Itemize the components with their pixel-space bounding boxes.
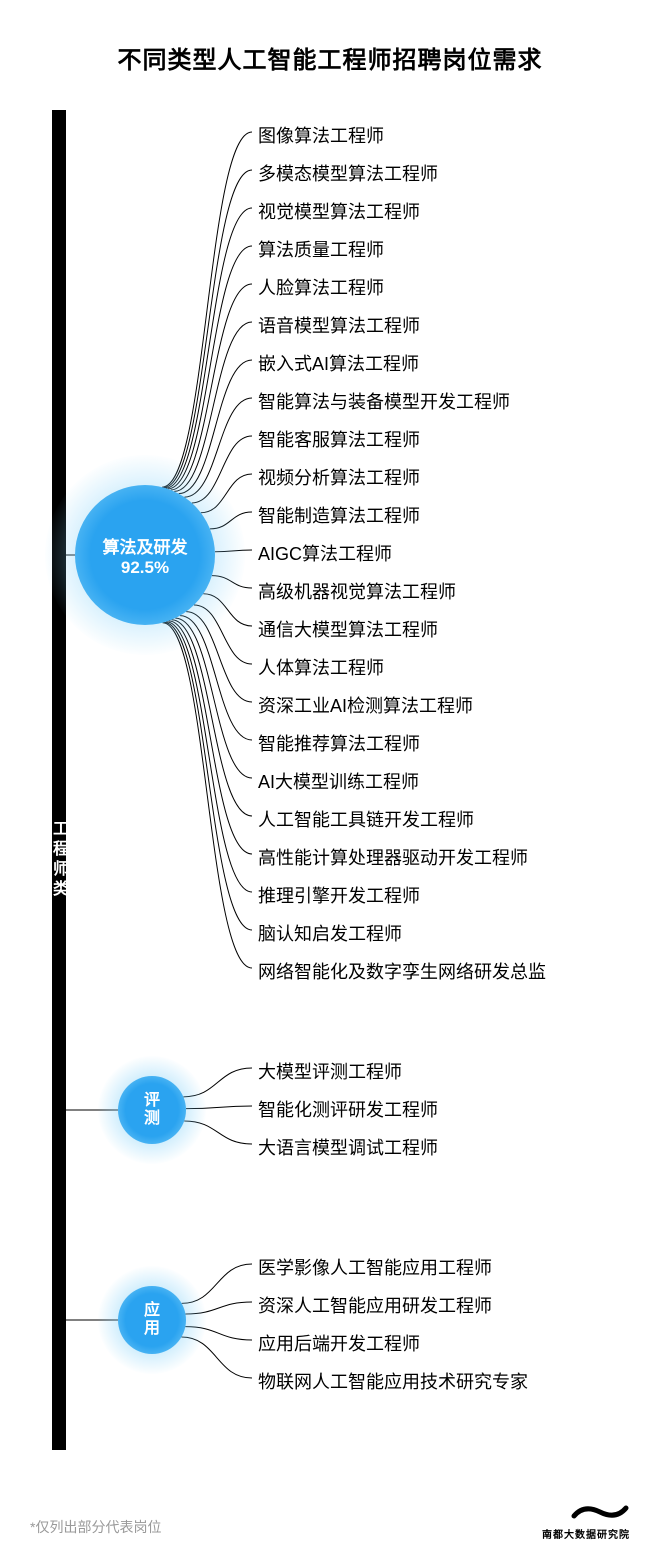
job-item: 语音模型算法工程师 bbox=[258, 312, 420, 338]
node-label-1: 应 bbox=[144, 1302, 160, 1320]
footnote: *仅列出部分代表岗位 bbox=[30, 1517, 161, 1537]
job-item: AIGC算法工程师 bbox=[258, 540, 392, 566]
chart-title: 不同类型人工智能工程师招聘岗位需求 bbox=[0, 40, 660, 75]
job-item: 视觉模型算法工程师 bbox=[258, 198, 420, 224]
job-item: 推理引擎开发工程师 bbox=[258, 882, 420, 908]
job-item: 大语言模型调试工程师 bbox=[258, 1134, 438, 1160]
job-item: 人工智能工具链开发工程师 bbox=[258, 806, 474, 832]
job-item: 算法质量工程师 bbox=[258, 236, 384, 262]
node-label-1: 评 bbox=[144, 1092, 160, 1110]
job-item: 脑认知启发工程师 bbox=[258, 920, 402, 946]
node-label-1: 算法及研发 bbox=[103, 533, 188, 558]
job-item: 智能化测评研发工程师 bbox=[258, 1096, 438, 1122]
job-item: 通信大模型算法工程师 bbox=[258, 616, 438, 642]
job-item: 网络智能化及数字孪生网络研发总监 bbox=[258, 958, 546, 984]
job-item: 大模型评测工程师 bbox=[258, 1058, 402, 1084]
node-label-2: 92.5% bbox=[121, 558, 169, 578]
job-item: 高性能计算处理器驱动开发工程师 bbox=[258, 844, 528, 870]
job-item: 智能推荐算法工程师 bbox=[258, 730, 420, 756]
job-item: 医学影像人工智能应用工程师 bbox=[258, 1254, 492, 1280]
node-label-2: 测 bbox=[144, 1110, 160, 1128]
spine-bar bbox=[52, 110, 66, 1450]
job-item: 视频分析算法工程师 bbox=[258, 464, 420, 490]
job-item: 智能客服算法工程师 bbox=[258, 426, 420, 452]
node-algo: 算法及研发92.5% bbox=[75, 485, 215, 625]
node-label-2: 用 bbox=[144, 1320, 160, 1338]
job-item: 智能算法与装备模型开发工程师 bbox=[258, 388, 510, 414]
job-item: 智能制造算法工程师 bbox=[258, 502, 420, 528]
spine-label: 工程师类 bbox=[48, 820, 70, 900]
job-item: 嵌入式AI算法工程师 bbox=[258, 350, 419, 376]
job-item: 高级机器视觉算法工程师 bbox=[258, 578, 456, 604]
node-eval: 评测 bbox=[118, 1076, 186, 1144]
job-item: 应用后端开发工程师 bbox=[258, 1330, 420, 1356]
job-item: 资深工业AI检测算法工程师 bbox=[258, 692, 473, 718]
job-item: 人脸算法工程师 bbox=[258, 274, 384, 300]
job-item: 人体算法工程师 bbox=[258, 654, 384, 680]
logo-text: 南都大数据研究院 bbox=[542, 1526, 630, 1541]
job-item: AI大模型训练工程师 bbox=[258, 768, 419, 794]
job-item: 图像算法工程师 bbox=[258, 122, 384, 148]
job-item: 物联网人工智能应用技术研究专家 bbox=[258, 1368, 528, 1394]
source-logo: 南都大数据研究院 bbox=[542, 1502, 630, 1541]
node-app: 应用 bbox=[118, 1286, 186, 1354]
job-item: 多模态模型算法工程师 bbox=[258, 160, 438, 186]
job-item: 资深人工智能应用研发工程师 bbox=[258, 1292, 492, 1318]
